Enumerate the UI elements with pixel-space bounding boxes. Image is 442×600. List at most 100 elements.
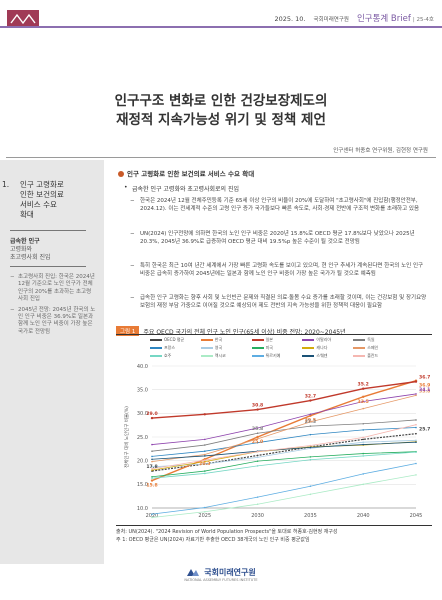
sidebar-list-item: 초고령사회 진입: 한국은 2024년 12월 기준으로 노인 인구가 전체 인… bbox=[10, 274, 96, 304]
y-axis-label: 전체인구 대비 노인인구 비율(%) bbox=[123, 406, 130, 468]
data-label: 20.3 bbox=[199, 461, 210, 467]
series-line bbox=[151, 451, 417, 479]
data-point bbox=[204, 460, 206, 463]
data-point bbox=[309, 413, 312, 416]
legend-item: 독일 bbox=[353, 337, 400, 343]
data-point bbox=[151, 477, 153, 479]
data-point bbox=[256, 408, 259, 411]
legend-item: 호주 bbox=[150, 353, 197, 359]
legend-swatch bbox=[150, 339, 162, 341]
data-point bbox=[256, 427, 259, 429]
footer-institute-english: NATIONAL ASSEMBLY FUTURES INSTITUTE bbox=[184, 578, 258, 582]
data-point bbox=[204, 510, 206, 513]
series-line bbox=[151, 441, 417, 460]
sidebar-list-item: 2045년 전망: 2045년 한국의 노인 인구 비중은 36.9%로 일본과… bbox=[10, 307, 96, 337]
x-tick-label: 2020 bbox=[146, 513, 159, 519]
series-line bbox=[151, 393, 417, 445]
legend-swatch bbox=[353, 339, 366, 341]
title-line-2: 재정적 지속가능성 위기 및 정책 제언 bbox=[116, 112, 326, 128]
data-point bbox=[415, 426, 417, 429]
data-point bbox=[415, 439, 417, 442]
series-line bbox=[151, 463, 417, 515]
y-tick-label: 20.0 bbox=[137, 458, 148, 464]
data-point bbox=[309, 456, 312, 458]
data-label: 30.8 bbox=[252, 403, 263, 409]
data-point bbox=[362, 387, 365, 390]
y-tick-label: 30.0 bbox=[137, 411, 148, 417]
data-label: 34.1 bbox=[419, 387, 430, 393]
data-point bbox=[204, 506, 206, 509]
data-point bbox=[256, 432, 259, 435]
data-point bbox=[204, 444, 206, 446]
data-point bbox=[362, 441, 364, 444]
data-point bbox=[309, 414, 312, 417]
data-label: 33.8 bbox=[419, 388, 430, 394]
sidebar-subheading-line: 초고령사회 진입 bbox=[10, 254, 51, 261]
data-point bbox=[256, 454, 259, 457]
series-line bbox=[151, 433, 417, 472]
data-point bbox=[415, 394, 417, 397]
legend-swatch bbox=[200, 355, 213, 357]
legend-label: 튀르키예 bbox=[265, 353, 281, 358]
x-tick-label: 2025 bbox=[198, 513, 211, 519]
data-point bbox=[150, 479, 154, 482]
data-point bbox=[151, 460, 153, 463]
data-point bbox=[362, 422, 364, 425]
legend-item: 스웨덴 bbox=[302, 353, 349, 359]
sidebar-section-title: 1. 인구 고령화로 인한 보건의료 서비스 수요 확대 bbox=[2, 180, 64, 220]
data-label: 25.7 bbox=[419, 427, 430, 433]
y-tick-label: 35.0 bbox=[137, 387, 148, 393]
data-point bbox=[309, 421, 312, 423]
series-line bbox=[151, 394, 417, 463]
legend-item: 캐나다 bbox=[302, 345, 349, 351]
data-point bbox=[362, 438, 364, 441]
legend-item: 멕시코 bbox=[200, 353, 248, 359]
data-label: 29.0 bbox=[146, 411, 157, 417]
legend-label: 일본 bbox=[265, 337, 273, 342]
sidebar-title-line: 인한 보건의료 bbox=[20, 190, 64, 199]
series-line bbox=[151, 419, 417, 452]
data-point bbox=[256, 465, 259, 467]
legend-swatch bbox=[302, 339, 315, 341]
x-tick-label: 2040 bbox=[357, 513, 370, 519]
legend-swatch bbox=[353, 355, 366, 357]
figure-source: 출처: UN(2024). "2024 Revision of World Po… bbox=[116, 529, 338, 535]
legend-swatch bbox=[302, 355, 315, 357]
data-point bbox=[204, 450, 206, 452]
title-divider bbox=[6, 157, 436, 158]
legend-swatch bbox=[150, 347, 162, 349]
body-paragraph: − 특히 한국은 최근 10여 년간 세계에서 가장 빠른 고령화 속도를 보이고… bbox=[130, 263, 424, 278]
legend-item: 이탈리아 bbox=[302, 337, 349, 343]
data-label: 15.8 bbox=[146, 483, 157, 489]
data-label: 25.8 bbox=[252, 426, 263, 432]
legend-item: 스페인 bbox=[353, 345, 400, 351]
data-point bbox=[151, 516, 153, 519]
data-point bbox=[415, 462, 417, 465]
legend-swatch bbox=[150, 355, 162, 357]
data-point bbox=[415, 432, 417, 435]
data-point bbox=[362, 455, 364, 457]
data-point bbox=[151, 513, 153, 515]
page-title: 인구구조 변화로 인한 건강보장제도의 재정적 지속가능성 위기 및 정책 제언 bbox=[0, 92, 442, 130]
data-point bbox=[151, 469, 153, 471]
section-bullet-icon bbox=[118, 170, 124, 177]
data-point bbox=[256, 450, 259, 453]
footer-institute-name: 국회미래연구원 bbox=[204, 567, 256, 577]
figure-notes: 출처: UN(2024). "2024 Revision of World Po… bbox=[116, 528, 432, 544]
data-point bbox=[415, 393, 417, 395]
legend-label: 프랑스 bbox=[164, 345, 176, 350]
legend-label: 미국 bbox=[265, 345, 273, 350]
data-point bbox=[256, 438, 259, 440]
sidebar-title-line: 확대 bbox=[20, 210, 34, 219]
legend-label: 스페인 bbox=[367, 345, 379, 350]
sidebar-title-line: 서비스 수요 bbox=[20, 200, 57, 209]
figure-tag: 그림 1 bbox=[116, 326, 140, 336]
data-point bbox=[151, 458, 153, 461]
data-point bbox=[309, 493, 312, 496]
figure-bottom-rule bbox=[116, 525, 432, 526]
legend-label: 멕시코 bbox=[214, 353, 226, 358]
data-point bbox=[151, 467, 153, 470]
data-point bbox=[309, 425, 312, 427]
legend-label: OECD 평균 bbox=[164, 337, 185, 342]
sidebar-list: 초고령사회 진입: 한국은 2024년 12월 기준으로 노인 인구가 전체 인… bbox=[10, 274, 96, 339]
